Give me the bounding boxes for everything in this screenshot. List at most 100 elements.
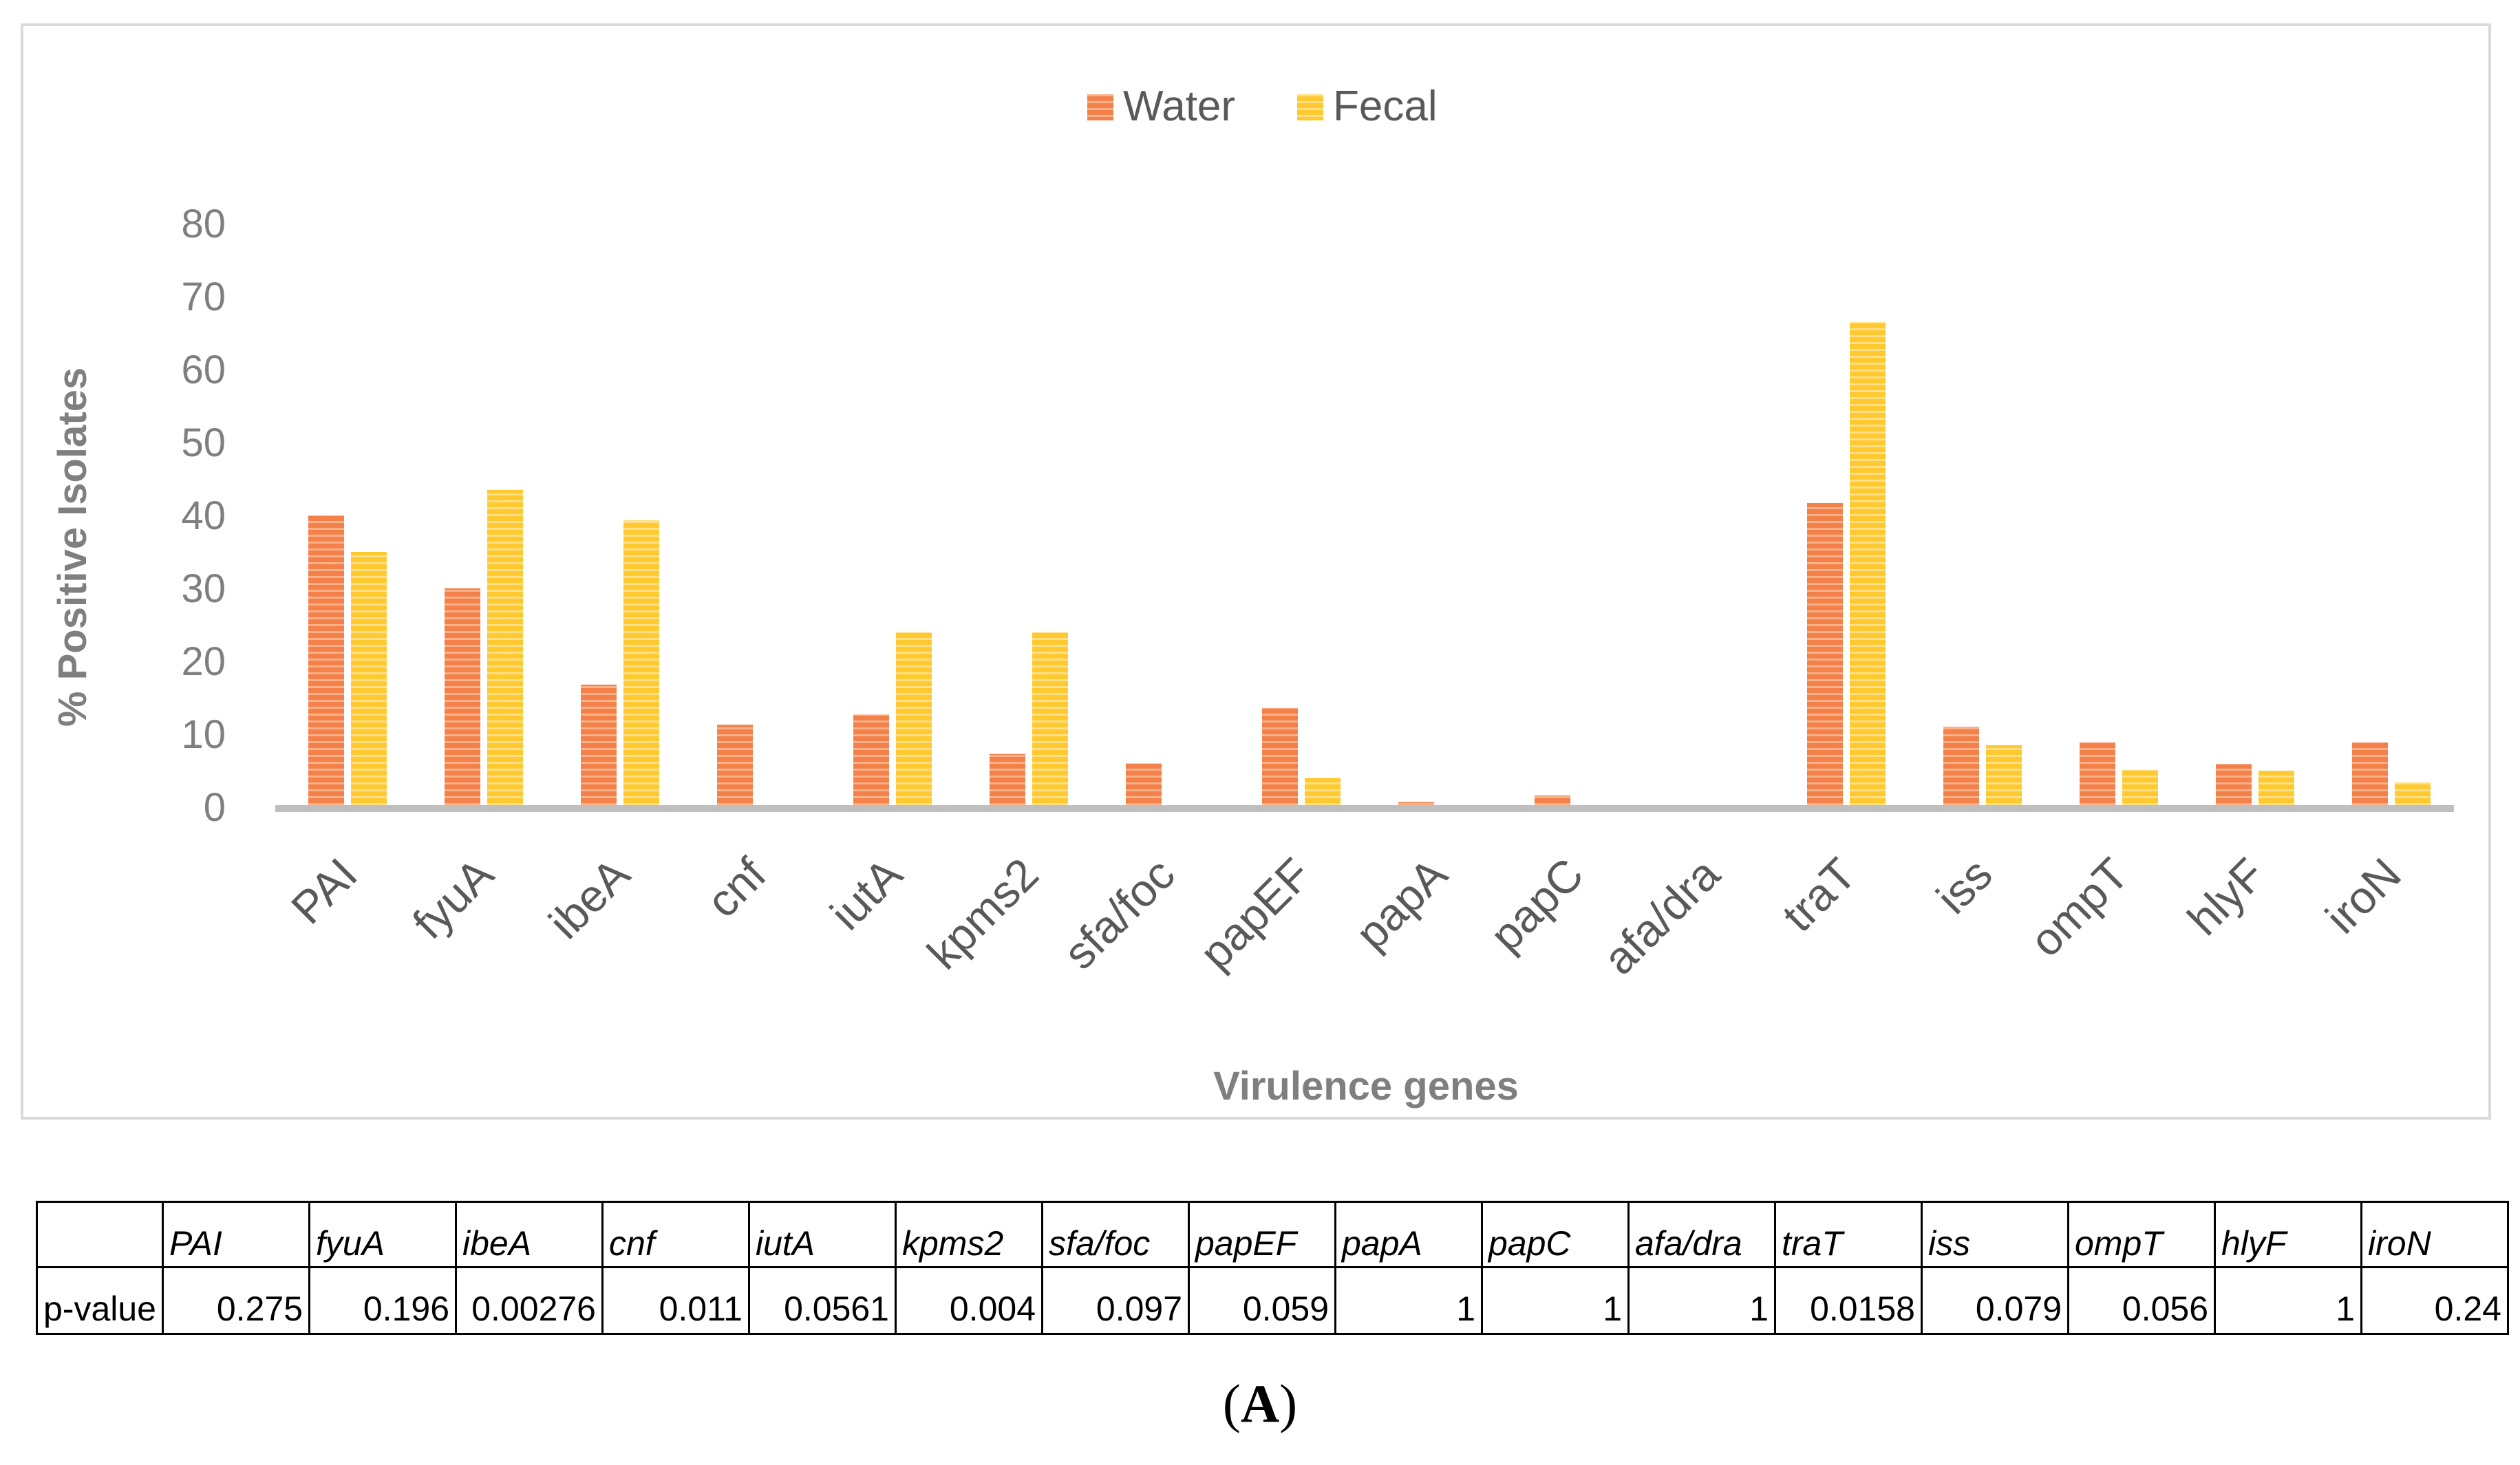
pvalue-table-value-cell: 0.24 [2360, 1266, 2509, 1335]
bar-fecal-kpms2 [1032, 632, 1068, 807]
y-tick-label: 80 [181, 202, 226, 246]
x-tick-label: ibeA [539, 848, 639, 949]
pvalue-table-value-cell: 0.0158 [1774, 1266, 1923, 1335]
x-tick-label: iroN [2316, 848, 2411, 943]
pvalue-table-value-cell: 0.097 [1041, 1266, 1190, 1335]
pvalue-table-value-cell: 0.059 [1188, 1266, 1336, 1335]
bar-water-ompT [2080, 742, 2115, 807]
bar-fecal-iutA [896, 632, 932, 807]
bar-water-hlyF [2216, 764, 2252, 807]
pvalue-table-value-cell: 1 [1481, 1266, 1630, 1335]
bar-fecal-iroN [2395, 782, 2431, 807]
chart-frame [21, 23, 2491, 1120]
bar-fecal-fyuA [487, 489, 523, 807]
bar-water-iutA [853, 714, 889, 807]
bar-water-ibeA [581, 684, 617, 807]
bar-water-papC [1535, 795, 1570, 807]
y-tick-label: 40 [181, 493, 226, 538]
x-tick-label: PAI [281, 848, 367, 934]
pvalue-table-gene-header: papEF [1188, 1201, 1336, 1268]
x-tick-label: papA [1346, 848, 1457, 959]
legend-label-water: Water [1123, 83, 1235, 130]
bar-fecal-iss [1986, 745, 2022, 807]
pvalue-row-label: p-value [36, 1266, 164, 1335]
x-tick-label: papEF [1190, 848, 1321, 979]
bar-water-iss [1943, 727, 1979, 807]
bar-water-fyuA [445, 588, 480, 807]
pvalue-table-gene-header: sfa/foc [1041, 1201, 1190, 1268]
x-tick-label: ompT [2020, 848, 2138, 967]
pvalue-table-gene-header: fyuA [308, 1201, 457, 1268]
bar-water-PAI [308, 515, 344, 807]
x-axis-title: Virulence genes [1213, 1064, 1519, 1109]
x-tick-label: cnf [696, 848, 776, 927]
x-tick-label: hlyF [2177, 848, 2274, 945]
x-tick-label: iutA [820, 848, 912, 940]
pvalue-table-gene-header: cnf [601, 1201, 750, 1268]
bar-fecal-papEF [1305, 778, 1341, 807]
pvalue-table-gene-header: PAI [162, 1201, 310, 1268]
y-tick-label: 50 [181, 420, 226, 465]
x-tick-label: papC [1480, 848, 1593, 961]
pvalue-table-gene-header: hlyF [2214, 1201, 2362, 1268]
x-tick-label: kpms2 [917, 848, 1048, 979]
legend-label-fecal: Fecal [1333, 83, 1438, 130]
pvalue-table-value-cell: 1 [1334, 1266, 1483, 1335]
bar-fecal-PAI [351, 552, 387, 807]
bar-fecal-ibeA [623, 520, 659, 807]
pvalue-table-gene-header: iroN [2360, 1201, 2509, 1268]
bar-fecal-hlyF [2259, 771, 2294, 807]
pvalue-table-gene-header: kpms2 [895, 1201, 1043, 1268]
y-axis-title: % Positive Isolates [50, 367, 95, 727]
x-axis: PAI fyuA ibeA cnf iutA kpms2 sfa/foc papEF papA p… [275, 805, 2454, 984]
pvalue-table-header-row: PAI fyuA ibeA cnf iutA kpms2 sfa/foc papEF papA p… [36, 1201, 2509, 1268]
pvalue-table-value-cell: 1 [1627, 1266, 1776, 1335]
pvalue-table-gene-header: papA [1334, 1201, 1483, 1268]
pvalue-table-corner-cell [36, 1201, 164, 1268]
pvalue-table-gene-header: iutA [748, 1201, 897, 1268]
legend-swatch-water [1087, 94, 1113, 120]
pvalue-table-value-cell: 1 [2214, 1266, 2362, 1335]
panel-label-close: ) [1279, 1373, 1298, 1433]
pvalue-table-value-cell: 0.196 [308, 1266, 457, 1335]
pvalue-table-value-row: p-value 0.275 0.196 0.00276 0.011 0.0561 0.00… [36, 1266, 2509, 1335]
pvalue-table-value-cell: 0.056 [2067, 1266, 2216, 1335]
bar-water-iroN [2352, 742, 2388, 807]
x-tick-label: iss [1927, 848, 2002, 923]
x-tick-label: sfa/foc [1054, 848, 1184, 979]
pvalue-table-gene-header: afa/dra [1627, 1201, 1776, 1268]
pvalue-table-gene-header: traT [1774, 1201, 1923, 1268]
legend-swatch-fecal [1297, 94, 1323, 120]
y-tick-label: 0 [204, 785, 226, 830]
bar-water-papEF [1262, 707, 1298, 807]
x-tick-label: traT [1773, 848, 1866, 941]
bar-fecal-traT [1850, 322, 1886, 808]
pvalue-table-value-cell: 0.275 [162, 1266, 310, 1335]
pvalue-table-gene-header: papC [1481, 1201, 1630, 1268]
x-tick-label: afa/dra [1593, 848, 1729, 984]
bar-fecal-ompT [2122, 769, 2158, 807]
y-tick-label: 10 [181, 712, 226, 757]
bar-water-traT [1807, 502, 1843, 807]
bars [308, 322, 2431, 808]
panel-label-letter: A [1240, 1373, 1280, 1433]
pvalue-table-value-cell: 0.004 [895, 1266, 1043, 1335]
x-tick-label: fyuA [403, 848, 503, 949]
pvalue-table-gene-header: iss [1921, 1201, 2069, 1268]
panel-label-open: ( [1222, 1373, 1241, 1433]
y-tick-label: 70 [181, 275, 226, 319]
pvalue-table-gene-header: ibeA [455, 1201, 604, 1268]
legend: Water Fecal [1087, 83, 1438, 130]
bar-water-kpms2 [990, 753, 1025, 807]
bar-water-cnf [717, 725, 753, 807]
pvalue-table-gene-header: ompT [2067, 1201, 2216, 1268]
pvalue-table-value-cell: 0.011 [601, 1266, 750, 1335]
pvalue-table-value-cell: 0.079 [1921, 1266, 2069, 1335]
y-tick-label: 20 [181, 639, 226, 684]
y-tick-label: 30 [181, 566, 226, 611]
y-tick-label: 60 [181, 347, 226, 392]
pvalue-table-value-cell: 0.0561 [748, 1266, 897, 1335]
bar-water-sfa-foc [1126, 763, 1162, 807]
bar-chart: Water Fecal 0 10 20 30 40 50 60 70 80 PAI fyuA ibeA… [50, 83, 2454, 1109]
pvalue-table: PAI fyuA ibeA cnf iutA kpms2 sfa/foc papEF papA p… [36, 1201, 2509, 1335]
